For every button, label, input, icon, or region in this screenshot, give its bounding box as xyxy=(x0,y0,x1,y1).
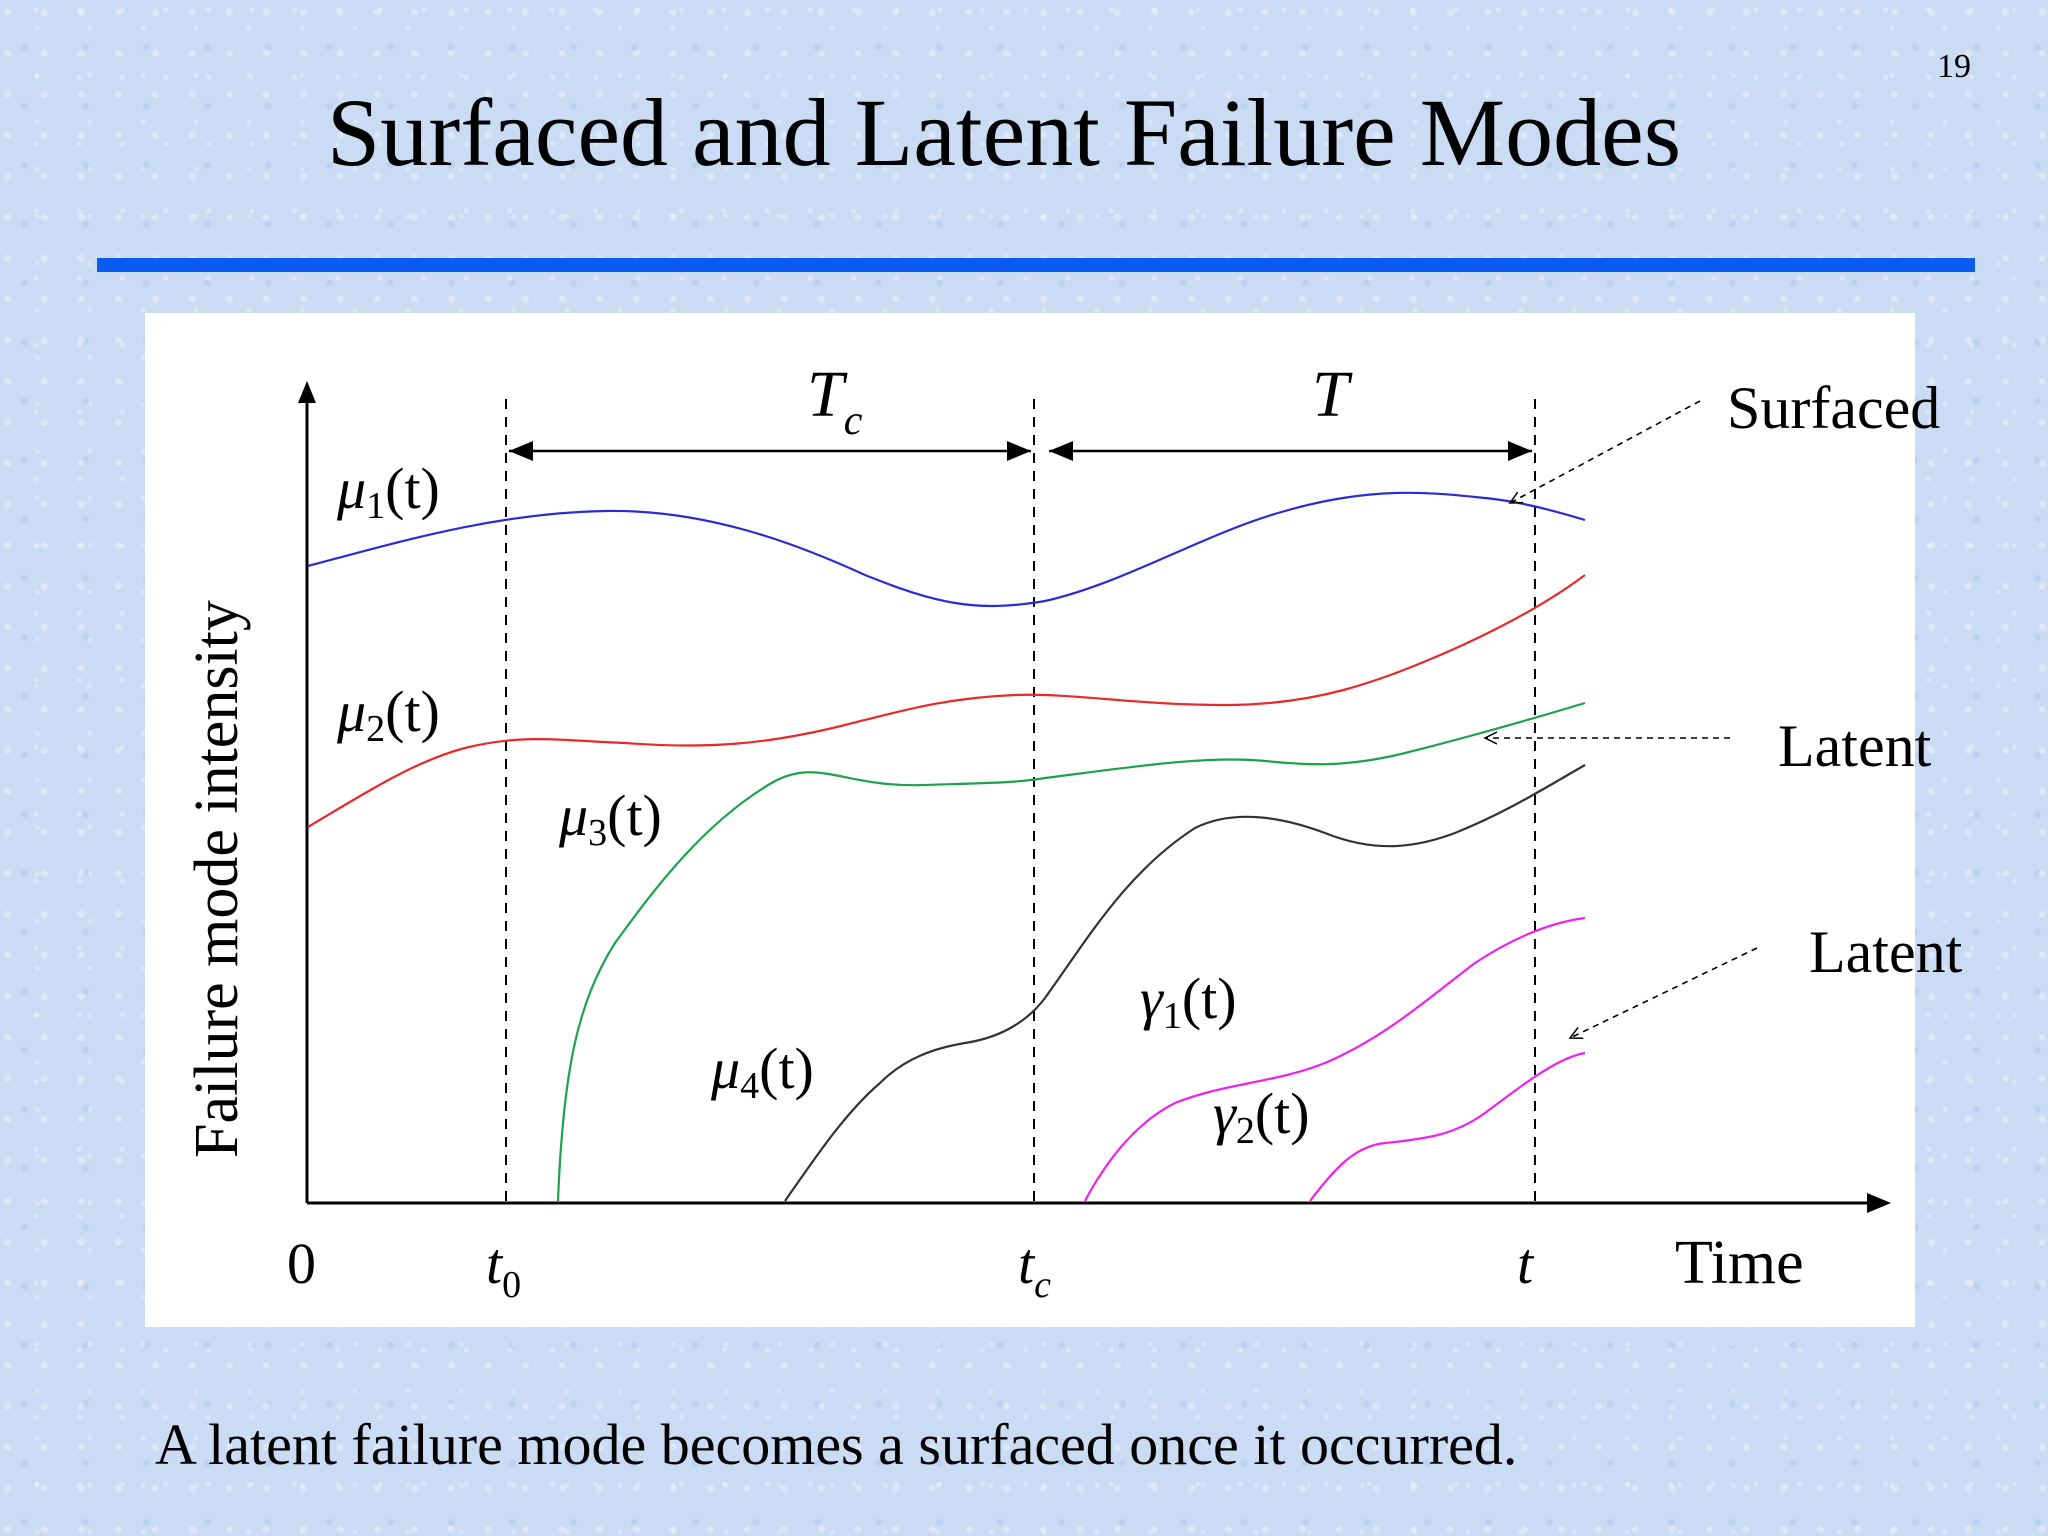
interval-arrow-t xyxy=(1049,441,1532,461)
curve-gamma1 xyxy=(1084,916,1586,1202)
tick-label-t: t xyxy=(1517,1231,1535,1296)
slide-title: Surfaced and Latent Failure Modes xyxy=(326,79,1682,186)
label-mu3: μ3(t) xyxy=(558,783,662,854)
curve-mu3 xyxy=(556,701,1586,1202)
label-mu2: μ2(t) xyxy=(336,679,440,750)
tick-label-t0: t0 xyxy=(486,1231,521,1306)
label-mu4: μ4(t) xyxy=(710,1036,814,1107)
title-divider xyxy=(97,258,1975,272)
slide-number: 19 xyxy=(1937,48,1971,85)
label-gamma1: γ1(t) xyxy=(1140,966,1237,1037)
y-axis-label: Failure mode intensity xyxy=(183,600,251,1158)
tick-label-tc: tc xyxy=(1018,1231,1051,1306)
curve-gamma2 xyxy=(1309,1051,1586,1202)
curve-mu1 xyxy=(307,491,1586,608)
interval-arrow-tc xyxy=(509,441,1031,461)
label-mu1: μ1(t) xyxy=(336,456,440,527)
y-axis-arrowhead xyxy=(298,381,316,403)
failure-mode-diagram: Failure mode intensity Time 0 t0 tc t Tc… xyxy=(145,313,1915,1327)
label-gamma2: γ2(t) xyxy=(1213,1081,1310,1152)
interval-label-t: T xyxy=(1312,358,1353,431)
curve-mu2 xyxy=(307,574,1586,828)
latent-arrow-2 xyxy=(1570,947,1758,1038)
diagram-canvas: Failure mode intensity Time 0 t0 tc t Tc… xyxy=(183,358,1891,1306)
origin-label: 0 xyxy=(287,1231,316,1296)
annotation-latent-2: Latent xyxy=(1809,919,1963,985)
x-axis-arrowhead xyxy=(1867,1193,1891,1213)
surfaced-arrow xyxy=(1510,400,1701,503)
interval-label-tc: Tc xyxy=(807,358,863,444)
slide-caption: A latent failure mode becomes a surfaced… xyxy=(155,1412,1518,1477)
annotation-surfaced: Surfaced xyxy=(1727,375,1941,441)
curve-mu4 xyxy=(784,764,1586,1202)
x-axis-label: Time xyxy=(1675,1229,1804,1297)
annotation-latent-1: Latent xyxy=(1778,713,1932,779)
